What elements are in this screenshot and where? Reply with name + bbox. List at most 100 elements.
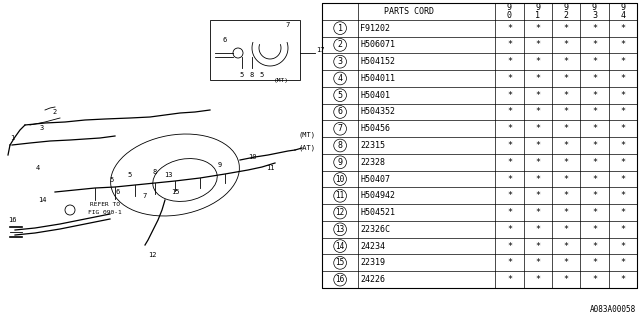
- Text: *: *: [620, 74, 625, 83]
- Text: 2: 2: [338, 40, 342, 49]
- Text: PARTS CORD: PARTS CORD: [383, 7, 434, 16]
- Text: *: *: [535, 74, 540, 83]
- Text: *: *: [535, 208, 540, 217]
- Text: *: *: [620, 258, 625, 267]
- Text: 24226: 24226: [360, 275, 385, 284]
- Text: *: *: [507, 141, 512, 150]
- Text: 5: 5: [260, 72, 264, 78]
- Text: *: *: [620, 191, 625, 200]
- Text: *: *: [507, 191, 512, 200]
- Text: 22315: 22315: [360, 141, 385, 150]
- Text: 5: 5: [338, 91, 342, 100]
- Text: 11: 11: [335, 191, 345, 200]
- Text: *: *: [564, 191, 568, 200]
- Text: 9
4: 9 4: [620, 3, 625, 20]
- Text: 8: 8: [153, 169, 157, 175]
- Text: H50407: H50407: [360, 174, 390, 184]
- Text: *: *: [620, 158, 625, 167]
- Text: 7: 7: [143, 193, 147, 199]
- Text: *: *: [592, 208, 597, 217]
- Text: *: *: [535, 191, 540, 200]
- Text: *: *: [620, 225, 625, 234]
- Text: *: *: [507, 208, 512, 217]
- Text: 15: 15: [171, 189, 179, 195]
- Text: *: *: [620, 174, 625, 184]
- Text: 16: 16: [8, 217, 16, 223]
- Text: H504352: H504352: [360, 108, 396, 116]
- Text: *: *: [507, 124, 512, 133]
- Text: *: *: [535, 91, 540, 100]
- Text: *: *: [620, 275, 625, 284]
- Text: 9: 9: [338, 158, 342, 167]
- Text: 4: 4: [36, 165, 40, 171]
- Text: *: *: [592, 174, 597, 184]
- Text: (MT): (MT): [298, 132, 315, 138]
- Text: 12: 12: [335, 208, 345, 217]
- Text: *: *: [592, 124, 597, 133]
- Text: *: *: [507, 242, 512, 251]
- Text: *: *: [592, 275, 597, 284]
- Text: 7: 7: [286, 22, 290, 28]
- Text: *: *: [592, 191, 597, 200]
- Text: *: *: [592, 108, 597, 116]
- Text: *: *: [564, 258, 568, 267]
- Text: *: *: [620, 208, 625, 217]
- Text: H504521: H504521: [360, 208, 396, 217]
- Text: *: *: [507, 40, 512, 49]
- Text: 10: 10: [335, 174, 345, 184]
- Text: 8: 8: [338, 141, 342, 150]
- Text: *: *: [620, 91, 625, 100]
- Text: *: *: [592, 40, 597, 49]
- Text: *: *: [592, 74, 597, 83]
- Text: A083A00058: A083A00058: [589, 305, 636, 314]
- Text: *: *: [592, 24, 597, 33]
- Text: 8: 8: [250, 72, 254, 78]
- Text: *: *: [507, 57, 512, 66]
- Text: *: *: [535, 24, 540, 33]
- Text: 14: 14: [38, 197, 46, 203]
- Text: *: *: [507, 225, 512, 234]
- Text: 13: 13: [335, 225, 345, 234]
- Text: (AT): (AT): [298, 145, 315, 151]
- Text: *: *: [592, 91, 597, 100]
- Text: *: *: [564, 208, 568, 217]
- Text: *: *: [620, 57, 625, 66]
- Text: *: *: [535, 275, 540, 284]
- Text: 17: 17: [316, 47, 324, 53]
- Text: *: *: [564, 24, 568, 33]
- Text: 22319: 22319: [360, 258, 385, 267]
- Text: 9
1: 9 1: [535, 3, 540, 20]
- Text: *: *: [535, 242, 540, 251]
- Text: *: *: [592, 141, 597, 150]
- Text: *: *: [564, 141, 568, 150]
- Text: REFER TO: REFER TO: [90, 203, 120, 207]
- Text: *: *: [564, 57, 568, 66]
- Text: *: *: [535, 124, 540, 133]
- Text: 13: 13: [164, 172, 172, 178]
- Bar: [322, 3, 637, 288]
- Text: 2: 2: [53, 109, 57, 115]
- Text: *: *: [592, 242, 597, 251]
- Text: 5: 5: [128, 172, 132, 178]
- Text: 9
0: 9 0: [507, 3, 512, 20]
- Text: 1: 1: [10, 135, 14, 141]
- Text: 9: 9: [218, 162, 222, 168]
- Text: 16: 16: [335, 275, 345, 284]
- Text: F91202: F91202: [360, 24, 390, 33]
- Text: *: *: [535, 40, 540, 49]
- Text: H504011: H504011: [360, 74, 396, 83]
- Text: *: *: [564, 174, 568, 184]
- Text: 7: 7: [338, 124, 342, 133]
- Text: *: *: [535, 174, 540, 184]
- Text: *: *: [592, 225, 597, 234]
- Text: *: *: [535, 258, 540, 267]
- Text: 6: 6: [338, 108, 342, 116]
- Text: 14: 14: [335, 242, 345, 251]
- Text: H506071: H506071: [360, 40, 396, 49]
- Text: *: *: [564, 124, 568, 133]
- Text: H504942: H504942: [360, 191, 396, 200]
- Text: 22328: 22328: [360, 158, 385, 167]
- Text: *: *: [564, 275, 568, 284]
- Text: *: *: [564, 91, 568, 100]
- Text: (MT): (MT): [274, 77, 289, 83]
